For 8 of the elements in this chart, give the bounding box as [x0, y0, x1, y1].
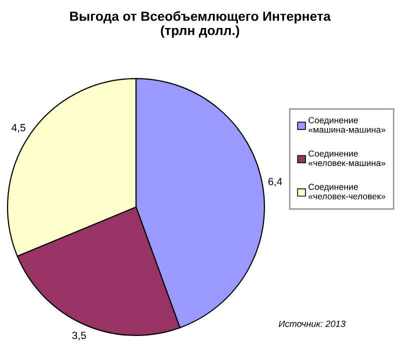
data-label: 3,5	[72, 332, 86, 340]
data-label: 6,4	[268, 178, 282, 186]
legend-label: Соединение «машина-машина»	[308, 117, 386, 133]
data-label: 4,5	[12, 124, 26, 133]
text: Источник: 2013	[278, 320, 346, 327]
legend-label: Соединение «человек-человек»	[308, 184, 386, 200]
legend-label: Соединение «человек-машина»	[308, 150, 386, 166]
chart-title: Выгода от Всеобъемлющего Интернета (трлн долл.)	[70, 11, 331, 38]
